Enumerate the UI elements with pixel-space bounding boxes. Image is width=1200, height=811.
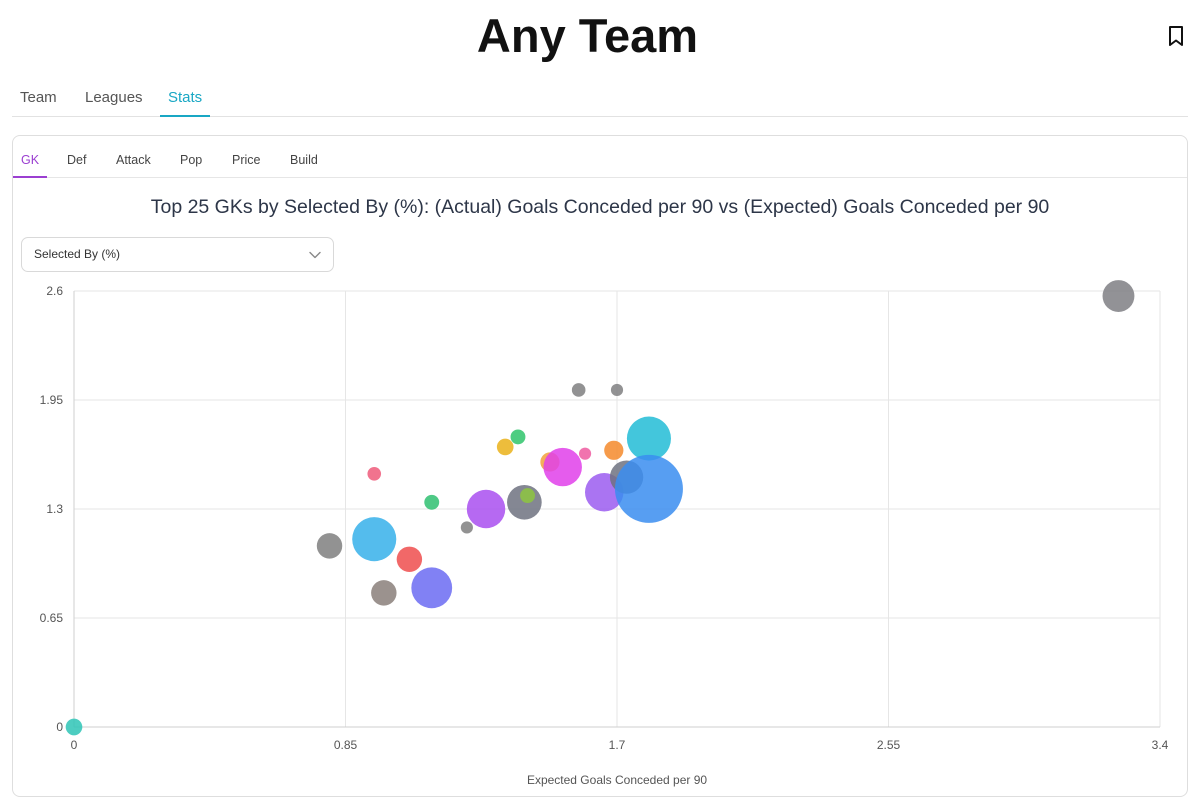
scatter-point[interactable] (1102, 280, 1135, 312)
scatter-point[interactable] (396, 546, 423, 573)
scatter-point[interactable] (610, 383, 624, 397)
scatter-point[interactable] (65, 718, 83, 736)
subtab-attack[interactable]: Attack (116, 153, 151, 167)
y-tick-label: 1.3 (46, 502, 63, 516)
sub-tabs: GK Def Attack Pop Price Build (13, 144, 1187, 178)
scatter-point[interactable] (578, 447, 592, 460)
subtab-build[interactable]: Build (290, 153, 318, 167)
scatter-point[interactable] (466, 489, 506, 529)
main-tabs: Team Leagues Stats (12, 80, 1188, 117)
x-tick-label: 0 (71, 738, 78, 752)
y-tick-label: 2.6 (46, 284, 63, 298)
y-tick-label: 0 (56, 720, 63, 734)
scatter-point[interactable] (496, 438, 514, 456)
bookmark-button[interactable] (1164, 24, 1188, 48)
y-tick-label: 0.65 (40, 611, 64, 625)
scatter-point[interactable] (520, 488, 536, 504)
scatter-point[interactable] (571, 383, 586, 397)
subtab-pop[interactable]: Pop (180, 153, 203, 167)
scatter-point[interactable] (411, 567, 453, 609)
chart-points (65, 280, 1135, 736)
page-title: Any Team (476, 9, 699, 62)
tab-leagues[interactable]: Leagues (85, 89, 143, 106)
scatter-point[interactable] (352, 517, 397, 562)
x-tick-label: 0.85 (334, 738, 358, 752)
metric-select-value: Selected By (%) (34, 247, 121, 261)
x-tick-label: 1.7 (609, 738, 626, 752)
scatter-point[interactable] (316, 533, 343, 559)
scatter-point[interactable] (543, 447, 582, 487)
scatter-point[interactable] (367, 466, 382, 481)
scatter-point[interactable] (604, 440, 624, 460)
scatter-point[interactable] (460, 521, 473, 534)
subtab-gk[interactable]: GK (13, 144, 48, 178)
chevron-down-icon (309, 251, 321, 259)
x-tick-label: 3.4 (1152, 738, 1169, 752)
scatter-point[interactable] (626, 416, 671, 461)
scatter-point[interactable] (510, 429, 526, 445)
chart-title: Top 25 GKs by Selected By (%): (Actual) … (150, 196, 1050, 218)
scatter-point[interactable] (371, 580, 397, 606)
chart-axes: 0 0.85 1.7 2.55 3.4 0 0.65 1.3 1.95 2.6 (40, 284, 1169, 752)
x-tick-label: 2.55 (877, 738, 901, 752)
x-axis-label: Expected Goals Conceded per 90 (527, 773, 707, 787)
bookmark-icon (1169, 26, 1183, 46)
metric-select[interactable]: Selected By (%) (21, 237, 334, 272)
subtab-def[interactable]: Def (67, 153, 87, 167)
y-tick-label: 1.95 (40, 393, 64, 407)
tab-stats[interactable]: Stats (160, 80, 211, 117)
scatter-point[interactable] (614, 454, 683, 523)
subtab-price[interactable]: Price (232, 153, 261, 167)
stats-card: GK Def Attack Pop Price Build Top 25 GKs… (12, 135, 1188, 797)
chart-grid (73, 290, 1161, 728)
tab-team[interactable]: Team (20, 89, 57, 106)
scatter-point[interactable] (424, 494, 440, 510)
